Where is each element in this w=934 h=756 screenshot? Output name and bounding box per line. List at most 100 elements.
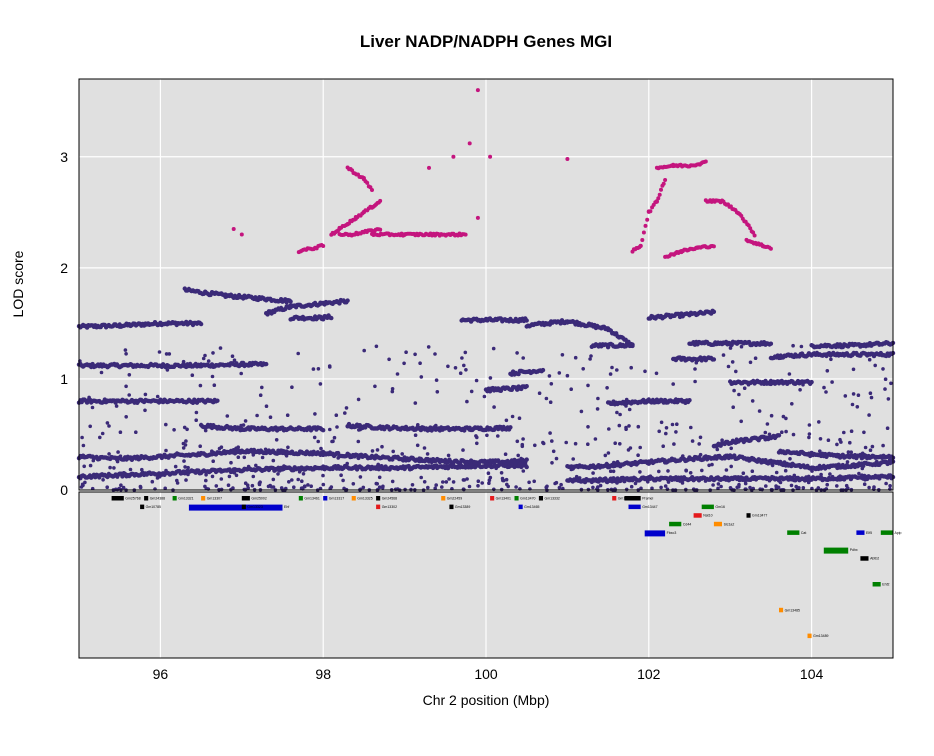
lod-point [460,356,464,360]
lod-point [226,483,231,488]
lod-point [101,478,105,482]
lod-point [239,423,243,428]
lod-point [210,374,215,379]
lod-point [186,465,190,470]
lod-point [591,471,595,475]
lod-point [818,449,822,454]
lod-point [339,473,343,478]
lod-point [670,422,675,427]
lod-point [885,426,890,431]
lod-point [742,386,747,391]
lod-point [164,422,168,427]
lod-point [328,365,332,369]
lod-point [835,484,839,488]
lod-point [444,480,449,484]
gene-label: Gm13470 [520,497,535,501]
lod-point [737,482,741,487]
lod-point [496,434,500,438]
lod-point [843,394,848,398]
gene-track: Gm25768 Gm24388 Gm13321 Gm13307 Gm25002 Gm134… [111,496,902,639]
y-tick-label: 3 [60,149,68,165]
lod-point [251,453,256,457]
lod-point [510,372,515,376]
lod-point [127,373,132,377]
lod-point [343,411,347,415]
lod-point [284,486,288,491]
lod-point [268,415,273,420]
lod-point [198,321,204,327]
lod-point [557,371,562,375]
lod-point [751,230,756,235]
lod-point [204,478,208,483]
gene-bar [514,496,519,501]
lod-point [728,346,733,350]
lod-point [434,423,438,428]
lod-point [694,360,699,365]
lod-point [763,430,768,435]
gene-label: Nat10 [703,514,712,518]
lod-point [91,458,96,463]
lod-point [453,366,458,370]
gene-label: Gm24388 [150,497,165,501]
lod-point [416,423,420,427]
lod-point [185,427,189,432]
lod-point [588,357,592,361]
lod-point [264,361,269,367]
lod-point [227,474,232,479]
lod-point [335,425,339,429]
lod-point [346,452,351,457]
lod-point [787,372,792,376]
lod-point [630,343,635,349]
lod-point [503,452,508,457]
lod-point [577,476,582,480]
lod-point [638,470,642,474]
lod-point [639,486,643,491]
lod-point [778,353,783,358]
lod-point [743,481,748,486]
lod-point [846,486,850,491]
lod-point [312,435,317,440]
lod-point [888,484,892,488]
lod-point [182,425,187,430]
lod-point [724,468,729,472]
lod-point [80,435,84,440]
lod-point [501,478,505,483]
lod-point [603,453,608,458]
lod-point [674,430,678,434]
gene-bar [701,504,714,510]
lod-point [734,369,738,374]
lod-point [527,480,531,485]
lod-point [824,390,828,394]
lod-point [184,439,188,443]
lod-point [88,463,93,468]
lod-point [716,486,720,491]
lod-point [210,474,215,479]
lod-point [570,465,575,470]
gene-label: Slc1a2 [724,522,735,526]
lod-point [107,424,111,428]
lod-point [541,441,546,446]
lod-point [593,466,597,471]
lod-point [112,466,116,470]
lod-point [624,404,628,408]
gene-label: Gm13302 [382,505,397,509]
lod-point [870,444,875,449]
lod-point [593,437,598,441]
lod-point [517,416,522,421]
lod-point [299,468,303,472]
lod-point [258,393,263,398]
lod-point [492,405,496,409]
lod-point [115,475,120,479]
lod-point [615,368,619,372]
lod-point [504,418,509,423]
lod-point [825,482,829,487]
lod-point [105,421,110,425]
lod-point [230,354,235,359]
lod-point [722,454,727,459]
lod-point [413,433,418,438]
lod-point [688,471,693,475]
lod-point [461,448,465,452]
lod-point [451,480,456,484]
lod-point [624,487,629,492]
gene-label: Apip [895,531,902,535]
